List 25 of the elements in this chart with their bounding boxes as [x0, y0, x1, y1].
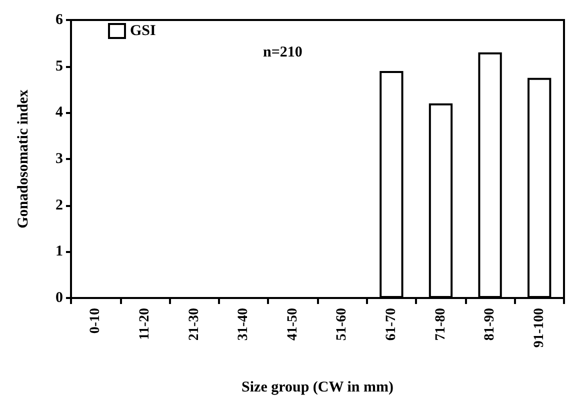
legend-label: GSI [130, 23, 156, 39]
y-tick-label: 2 [56, 197, 63, 214]
bar [478, 52, 502, 298]
x-tick-label: 81-90 [482, 308, 498, 341]
bar [380, 70, 404, 298]
x-tick-label: 21-30 [186, 308, 202, 341]
y-tick-label: 6 [56, 12, 64, 28]
x-tick-label: 31-40 [236, 308, 252, 341]
y-tick-label: 5 [56, 58, 63, 74]
bar [528, 78, 552, 298]
bar [428, 103, 453, 298]
y-tick-label: 0 [56, 290, 63, 306]
annotation: n=210 [263, 44, 302, 60]
y-tick-label: 3 [56, 151, 63, 167]
x-tick-label: 41-50 [285, 308, 300, 341]
x-tick-label: 61-70 [384, 308, 399, 341]
y-tick-label: 4 [56, 104, 64, 121]
x-tick-label: 91-100 [532, 308, 547, 348]
x-tick-label: 51-60 [334, 308, 350, 341]
x-axis-title: Size group (CW in mm) [242, 380, 394, 396]
x-tick-label: 0-10 [88, 308, 104, 334]
x-tick-label: 11-20 [137, 308, 152, 340]
x-tick-label: 71-80 [433, 308, 448, 341]
y-tick-label: 1 [56, 244, 63, 260]
y-axis-title: Gonadosomatic index [16, 89, 32, 228]
